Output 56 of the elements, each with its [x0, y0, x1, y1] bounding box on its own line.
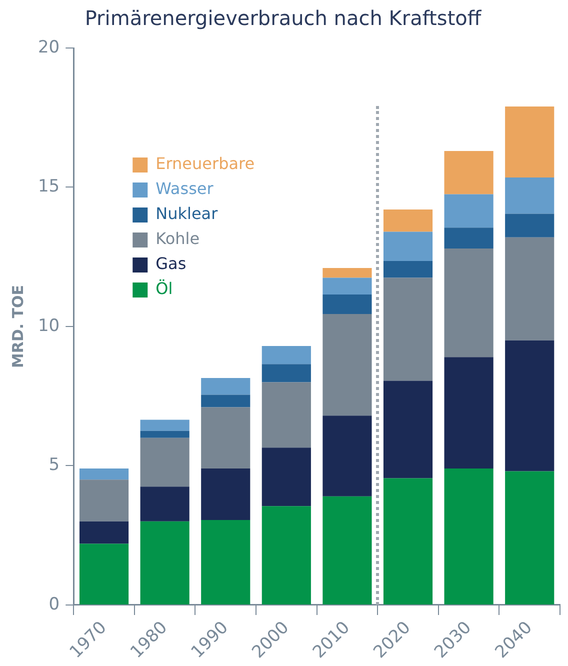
bar — [201, 407, 250, 469]
bar — [322, 314, 372, 416]
y-tick-label: 10 — [38, 316, 60, 336]
bar — [383, 278, 433, 381]
bar — [262, 448, 311, 506]
legend-label: Erneuerbare — [156, 154, 255, 174]
bar — [444, 248, 494, 358]
bar — [505, 178, 554, 214]
bar — [383, 232, 433, 262]
bar — [444, 357, 494, 469]
bar — [201, 378, 250, 395]
legend-label: Kohle — [156, 229, 200, 248]
bar — [140, 438, 190, 487]
legend-label: Gas — [156, 254, 186, 274]
bar — [79, 544, 129, 604]
bar — [201, 394, 250, 408]
y-tick-label: 20 — [38, 37, 60, 58]
legend-label: Öl — [156, 279, 173, 298]
y-tick-label: 5 — [48, 455, 60, 476]
bar — [322, 496, 372, 604]
y-tick-label: 0 — [48, 594, 60, 614]
bar — [79, 468, 129, 480]
bar — [201, 468, 250, 520]
bar — [444, 194, 494, 228]
bar — [322, 268, 372, 278]
bar — [201, 520, 250, 604]
bar — [444, 151, 494, 194]
bar — [140, 430, 190, 438]
bar — [262, 506, 311, 604]
y-axis-title: MRD. TOE — [8, 284, 27, 368]
bar — [383, 478, 433, 604]
bar — [505, 340, 554, 472]
bar — [79, 480, 129, 522]
bar — [383, 210, 433, 232]
bar — [322, 294, 372, 314]
bar — [262, 364, 311, 382]
bar — [262, 382, 311, 448]
bar — [383, 380, 433, 478]
bar — [444, 228, 494, 249]
chart-title: Primärenergieverbrauch nach Kraftstoff — [84, 6, 482, 30]
bar — [322, 278, 372, 294]
bar — [79, 521, 129, 544]
bar — [140, 420, 190, 431]
bar — [505, 106, 554, 178]
bar — [383, 261, 433, 278]
bar — [140, 486, 190, 522]
bar — [322, 416, 372, 496]
bar — [505, 471, 554, 604]
bar — [262, 346, 311, 364]
bar — [505, 214, 554, 238]
y-tick-label: 15 — [38, 176, 60, 197]
legend-label: Nuklear — [156, 204, 218, 224]
bar — [140, 521, 190, 604]
legend-label: Wasser — [156, 179, 214, 198]
bar — [444, 468, 494, 604]
bar — [505, 237, 554, 340]
